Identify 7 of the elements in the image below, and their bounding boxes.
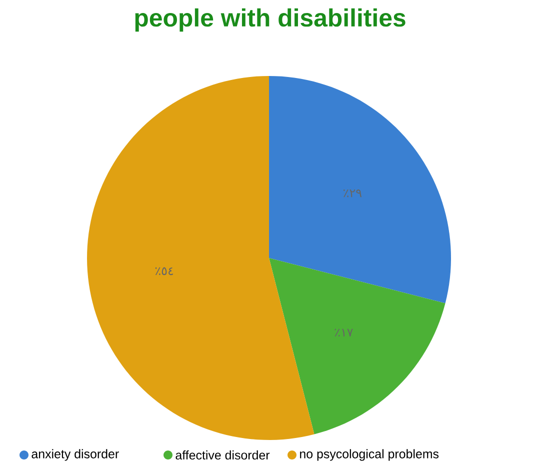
legend-label: no psycological problems xyxy=(300,449,439,461)
data-label: ٪٥٤ xyxy=(155,267,173,276)
data-label: ٪١٧ xyxy=(334,328,353,336)
legend-label: affective disorder xyxy=(176,450,270,460)
data-label: ٪٢٩ xyxy=(344,189,362,198)
legend-label: anxiety disorder xyxy=(32,449,119,461)
chart-title: people with disabilities xyxy=(135,8,406,32)
